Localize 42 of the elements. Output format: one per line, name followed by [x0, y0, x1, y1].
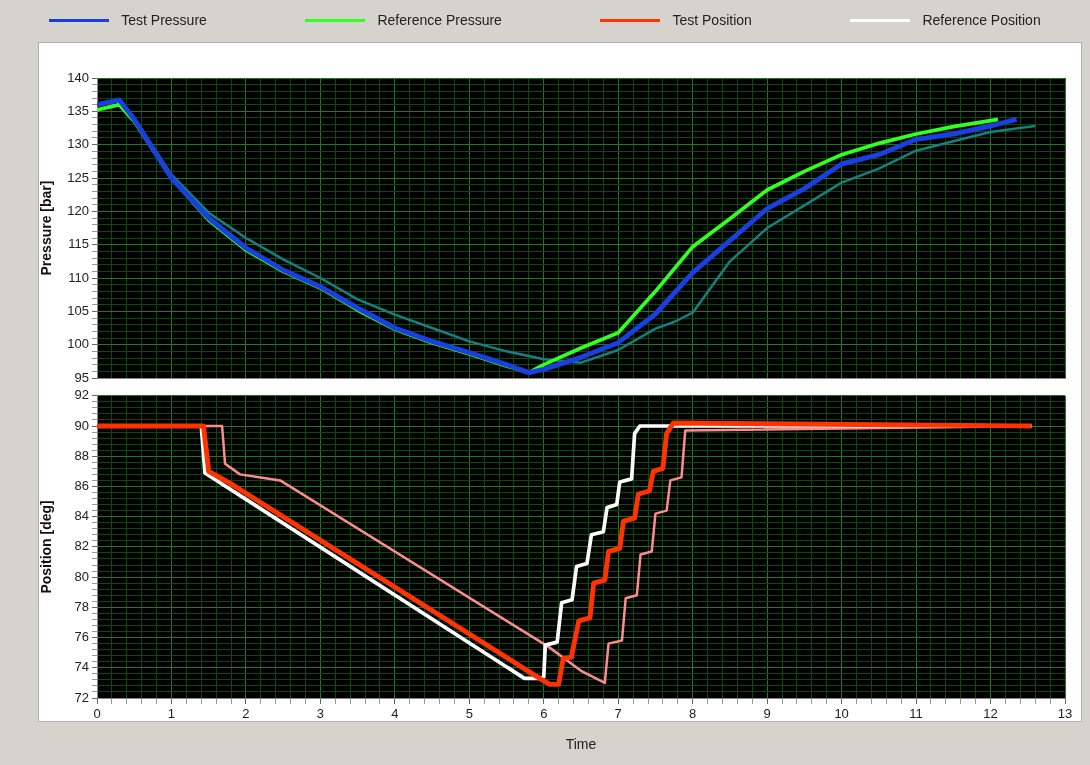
- y-tick-label: 95: [74, 369, 89, 385]
- y-tick-label: 80: [74, 568, 89, 584]
- y-axis-title: Pressure [bar]: [38, 180, 55, 276]
- y-tick-label: 78: [74, 598, 89, 614]
- y-axis-title: Position [deg]: [38, 500, 55, 594]
- x-tick-label: 7: [614, 706, 622, 722]
- y-tick-label: 92: [74, 387, 89, 403]
- x-tick-label: 5: [465, 706, 473, 722]
- x-tick-label: 9: [763, 706, 771, 722]
- y-tick-label: 110: [68, 269, 89, 285]
- y-tick-label: 120: [67, 202, 89, 218]
- y-tick-label: 105: [67, 302, 89, 318]
- x-tick-label: 4: [391, 706, 399, 722]
- y-tick-label: 76: [74, 629, 89, 645]
- x-tick-label: 10: [834, 706, 849, 722]
- legend-label: Reference Position: [922, 12, 1041, 28]
- y-tick-label: 74: [74, 659, 89, 675]
- y-tick-label: 72: [74, 689, 89, 705]
- legend-label: Test Position: [672, 12, 752, 28]
- y-tick-label: 82: [74, 538, 89, 554]
- x-tick-label: 6: [540, 706, 548, 722]
- y-tick-label: 90: [74, 417, 89, 433]
- y-tick-label: 125: [67, 169, 89, 185]
- x-axis-title: Time: [565, 736, 597, 753]
- y-tick-label: 115: [68, 236, 89, 252]
- y-tick-label: 86: [74, 478, 89, 494]
- x-tick-label: 8: [689, 706, 697, 722]
- y-tick-label: 100: [67, 336, 89, 352]
- x-tick-label: 11: [909, 706, 923, 722]
- x-tick-label: 13: [1057, 706, 1073, 722]
- x-tick-label: 12: [983, 706, 998, 722]
- x-tick-label: 3: [316, 706, 324, 722]
- y-tick-label: 84: [74, 508, 89, 524]
- y-tick-label: 130: [67, 136, 89, 152]
- x-tick-label: 0: [93, 706, 101, 722]
- y-tick-label: 135: [67, 102, 89, 118]
- legend-label: Test Pressure: [121, 12, 207, 28]
- y-tick-label: 88: [74, 447, 89, 463]
- x-tick-label: 1: [167, 706, 176, 722]
- y-tick-label: 140: [67, 69, 89, 85]
- legend-label: Reference Pressure: [377, 12, 502, 28]
- x-tick-label: 2: [242, 706, 250, 722]
